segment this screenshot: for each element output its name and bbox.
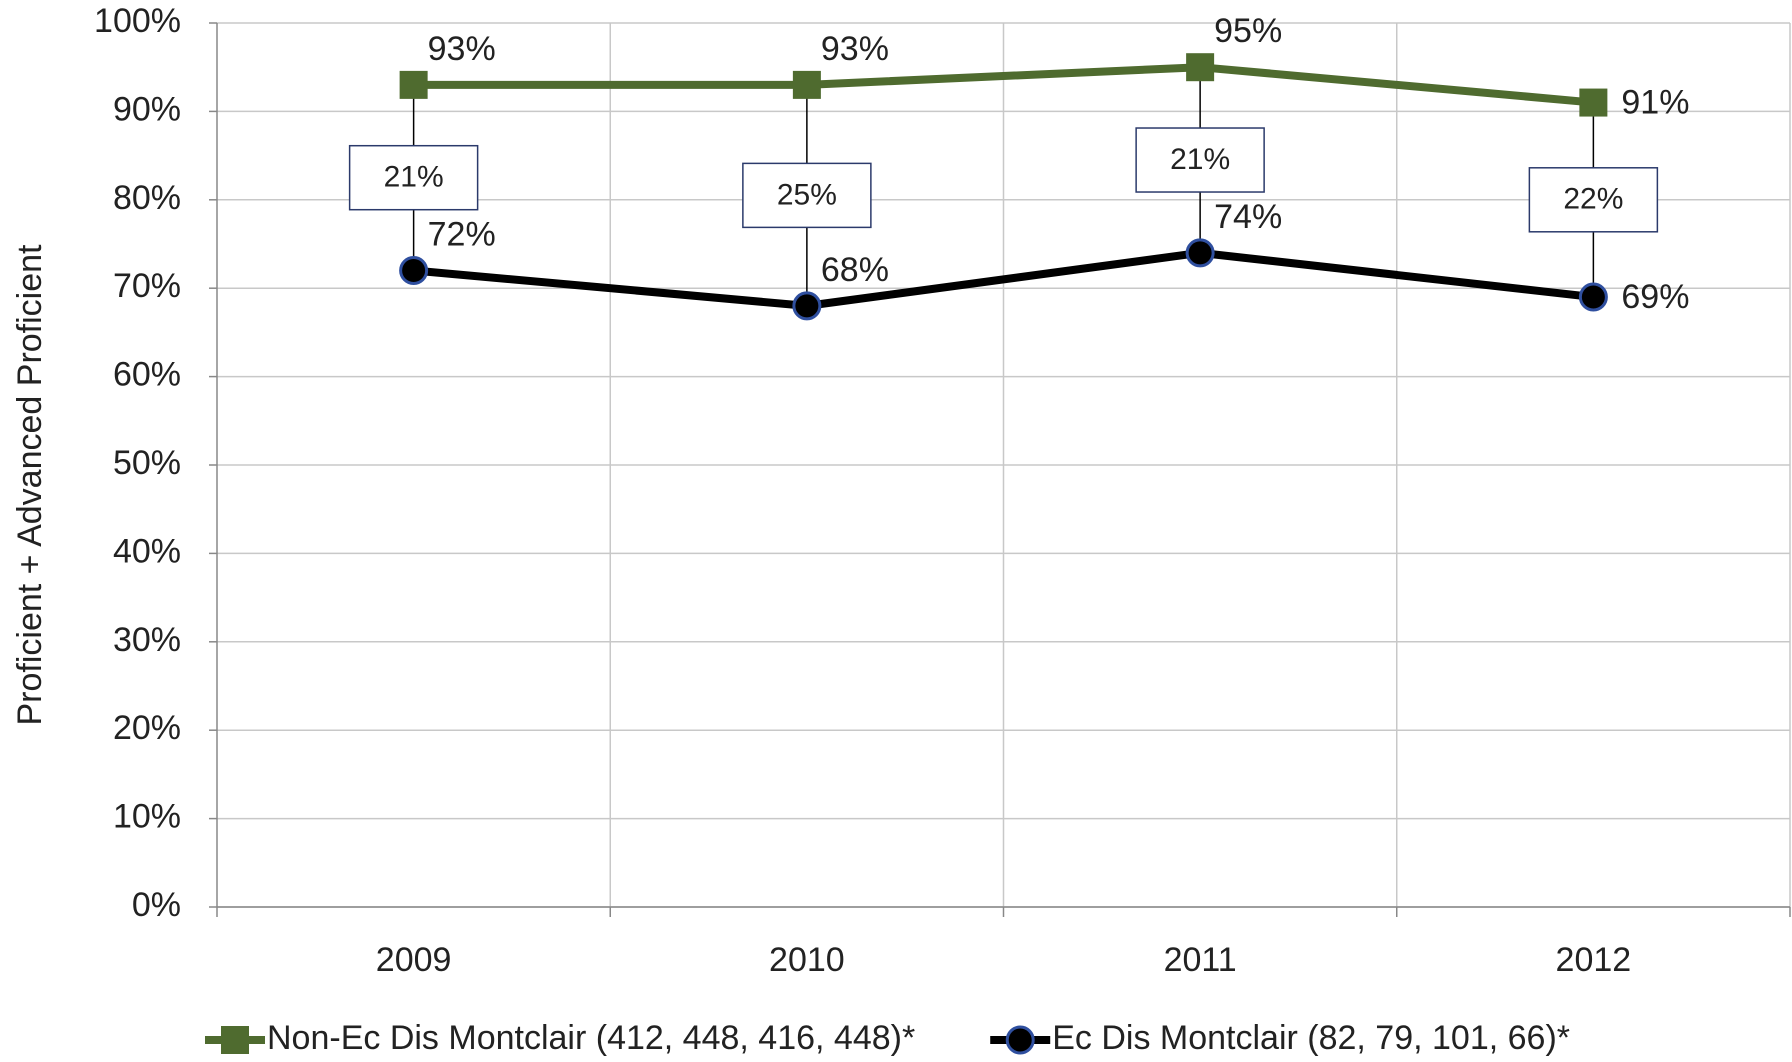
- data-label: 68%: [821, 251, 889, 289]
- marker: [1186, 53, 1215, 82]
- marker: [399, 70, 428, 99]
- data-label: 93%: [428, 30, 496, 68]
- y-tick-label: 80%: [113, 179, 181, 217]
- y-tick-label: 10%: [113, 798, 181, 836]
- y-axis-label: Proficient + Advanced Proficient: [11, 244, 49, 726]
- series-line: [413, 248, 1594, 310]
- gap-label: 25%: [777, 178, 837, 211]
- marker: [1185, 238, 1215, 268]
- x-tick-label: 2012: [1556, 941, 1632, 979]
- marker: [1005, 1025, 1035, 1055]
- gap-box: [1528, 167, 1659, 233]
- gap-label: 21%: [384, 161, 444, 194]
- x-tick-label: 2011: [1164, 941, 1237, 979]
- series-line: [413, 63, 1594, 107]
- marker: [1579, 88, 1608, 117]
- gap-box: [742, 162, 872, 229]
- data-label: 93%: [821, 30, 889, 68]
- gap-label: 21%: [1170, 143, 1230, 176]
- y-tick-label: 100%: [94, 2, 181, 40]
- data-label: 91%: [1621, 84, 1689, 122]
- data-label: 95%: [1214, 12, 1282, 50]
- gap-box: [348, 144, 479, 211]
- y-tick-label: 90%: [113, 90, 181, 128]
- marker: [221, 1026, 249, 1054]
- y-tick-label: 20%: [113, 709, 181, 747]
- data-label: 69%: [1621, 278, 1689, 316]
- x-tick-label: 2010: [769, 941, 845, 979]
- data-label: 74%: [1214, 198, 1282, 236]
- gap-label: 22%: [1563, 183, 1623, 216]
- y-tick-label: 0%: [132, 886, 181, 924]
- y-tick-label: 60%: [113, 356, 181, 394]
- marker: [1578, 282, 1608, 312]
- marker: [399, 256, 429, 286]
- y-tick-label: 50%: [113, 444, 181, 482]
- y-tick-label: 70%: [113, 267, 181, 305]
- gap-box: [1135, 127, 1265, 193]
- legend-label: Ec Dis Montclair (82, 79, 101, 66)*: [1052, 1019, 1570, 1057]
- marker: [792, 70, 821, 99]
- y-tick-label: 30%: [113, 621, 181, 659]
- marker: [792, 291, 822, 321]
- data-label: 72%: [428, 216, 496, 254]
- legend-label: Non-Ec Dis Montclair (412, 448, 416, 448…: [267, 1019, 915, 1057]
- x-tick-label: 2009: [376, 941, 452, 979]
- y-tick-label: 40%: [113, 532, 181, 570]
